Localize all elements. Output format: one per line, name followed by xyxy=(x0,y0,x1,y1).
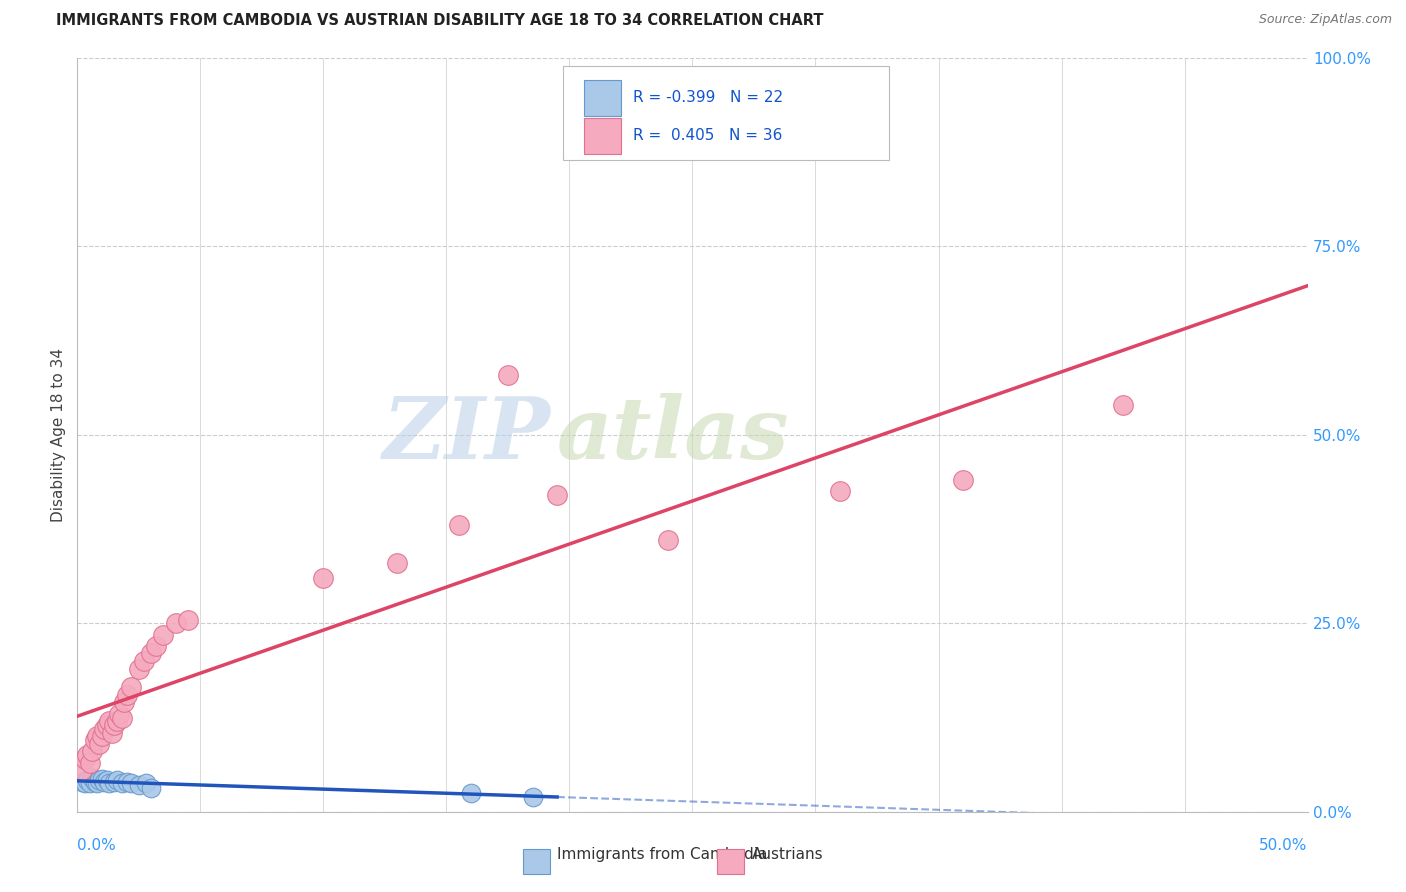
Point xyxy=(152,627,174,641)
Point xyxy=(70,764,93,778)
Point xyxy=(546,488,568,502)
Point xyxy=(79,776,101,790)
Point xyxy=(115,688,138,702)
Point xyxy=(830,484,852,499)
Point xyxy=(141,780,163,795)
Point xyxy=(90,730,114,744)
Point xyxy=(141,647,163,661)
Point xyxy=(496,368,519,382)
Text: 0.0%: 0.0% xyxy=(77,838,117,853)
Point xyxy=(135,776,157,790)
Point xyxy=(447,518,470,533)
Point xyxy=(73,776,96,790)
Point xyxy=(132,654,155,668)
Point xyxy=(89,773,111,788)
Point xyxy=(83,733,105,747)
Point xyxy=(73,752,96,766)
Text: R =  0.405   N = 36: R = 0.405 N = 36 xyxy=(634,128,783,143)
Text: IMMIGRANTS FROM CAMBODIA VS AUSTRIAN DISABILITY AGE 18 TO 34 CORRELATION CHART: IMMIGRANTS FROM CAMBODIA VS AUSTRIAN DIS… xyxy=(56,13,824,29)
Point xyxy=(165,616,187,631)
Point xyxy=(111,710,132,724)
Y-axis label: Disability Age 18 to 34: Disability Age 18 to 34 xyxy=(51,348,66,522)
FancyBboxPatch shape xyxy=(585,118,621,153)
Text: atlas: atlas xyxy=(557,393,790,476)
Point xyxy=(93,774,115,789)
Point xyxy=(98,776,121,790)
Point xyxy=(952,473,974,487)
Point xyxy=(86,730,108,744)
Point xyxy=(387,556,409,570)
Point xyxy=(108,706,131,721)
Point xyxy=(98,714,121,729)
Point xyxy=(79,756,101,770)
FancyBboxPatch shape xyxy=(585,80,621,116)
Point xyxy=(657,533,679,548)
Point xyxy=(522,789,544,804)
Point xyxy=(112,695,135,709)
Text: 50.0%: 50.0% xyxy=(1260,838,1308,853)
Point xyxy=(121,681,143,695)
Point xyxy=(128,778,150,792)
Point xyxy=(82,744,104,758)
Point xyxy=(128,661,150,675)
Point xyxy=(177,613,200,627)
Point xyxy=(105,773,128,788)
Point xyxy=(82,771,104,785)
Point xyxy=(103,774,125,789)
Point xyxy=(89,737,111,751)
Point xyxy=(312,571,335,585)
Text: Austrians: Austrians xyxy=(752,847,823,863)
Point xyxy=(76,748,98,763)
Point xyxy=(96,718,118,732)
Point xyxy=(90,772,114,787)
Point xyxy=(121,776,143,790)
Point xyxy=(111,776,132,790)
Point xyxy=(101,725,124,739)
Point xyxy=(1112,398,1135,412)
FancyBboxPatch shape xyxy=(523,849,550,873)
Point xyxy=(70,774,93,789)
Text: Immigrants from Cambodia: Immigrants from Cambodia xyxy=(557,847,768,863)
FancyBboxPatch shape xyxy=(564,65,890,160)
Point xyxy=(105,714,128,729)
Point xyxy=(83,774,105,789)
Text: ZIP: ZIP xyxy=(382,393,551,476)
Point xyxy=(103,718,125,732)
Point xyxy=(96,773,118,788)
Point xyxy=(86,776,108,790)
Point xyxy=(115,774,138,789)
FancyBboxPatch shape xyxy=(717,849,744,873)
Text: R = -0.399   N = 22: R = -0.399 N = 22 xyxy=(634,90,783,105)
Point xyxy=(76,773,98,788)
Point xyxy=(93,722,115,736)
Text: Source: ZipAtlas.com: Source: ZipAtlas.com xyxy=(1258,13,1392,27)
Point xyxy=(460,786,482,800)
Point xyxy=(145,639,167,653)
